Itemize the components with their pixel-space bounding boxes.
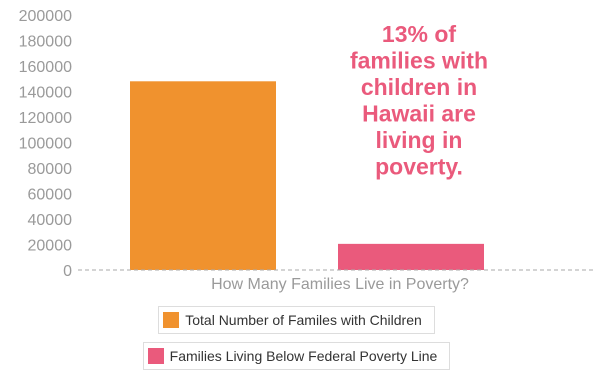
y-tick-label: 140000: [19, 85, 72, 102]
legend-label-below-poverty: Families Living Below Federal Poverty Li…: [169, 348, 438, 364]
y-tick-label: 20000: [28, 238, 73, 255]
annotation-line: Hawaii are: [362, 101, 476, 127]
annotation-line: 13% of: [382, 21, 456, 47]
y-tick-label: 100000: [19, 136, 72, 153]
legend-item-below-poverty[interactable]: Families Living Below Federal Poverty Li…: [142, 342, 451, 370]
y-tick-label: 160000: [19, 59, 72, 76]
y-tick-label: 60000: [28, 187, 73, 204]
annotation-line: children in: [361, 74, 477, 100]
y-tick-label: 40000: [28, 212, 73, 229]
y-tick-label: 80000: [28, 161, 73, 178]
legend-item-total-families[interactable]: Total Number of Familes with Children: [158, 306, 435, 334]
annotation-line: poverty.: [375, 154, 463, 180]
legend-label-total-families: Total Number of Familes with Children: [185, 312, 422, 328]
legend-swatch-total-families: [163, 312, 180, 328]
y-tick-label: 0: [63, 263, 72, 280]
bars: [130, 81, 484, 270]
bar-chart: 0 20000 40000 60000 80000 100000 120000 140000 1…: [19, 8, 593, 280]
bar-total-families[interactable]: [130, 81, 276, 270]
y-tick-label: 200000: [19, 8, 72, 25]
annotation-line: families with: [350, 48, 488, 74]
bar-below-poverty[interactable]: [338, 243, 484, 270]
annotation-line: living in: [376, 127, 463, 153]
y-tick-label: 180000: [19, 34, 72, 51]
legend-row-2: Families Living Below Federal Poverty Li…: [0, 342, 593, 370]
legend-row-1: Total Number of Familes with Children: [0, 306, 593, 334]
y-axis: 0 20000 40000 60000 80000 100000 120000 140000 1…: [19, 8, 72, 280]
legend-swatch-below-poverty: [147, 348, 164, 364]
y-tick-label: 120000: [19, 110, 72, 127]
x-axis-label: How Many Families Live in Poverty?: [211, 276, 469, 293]
